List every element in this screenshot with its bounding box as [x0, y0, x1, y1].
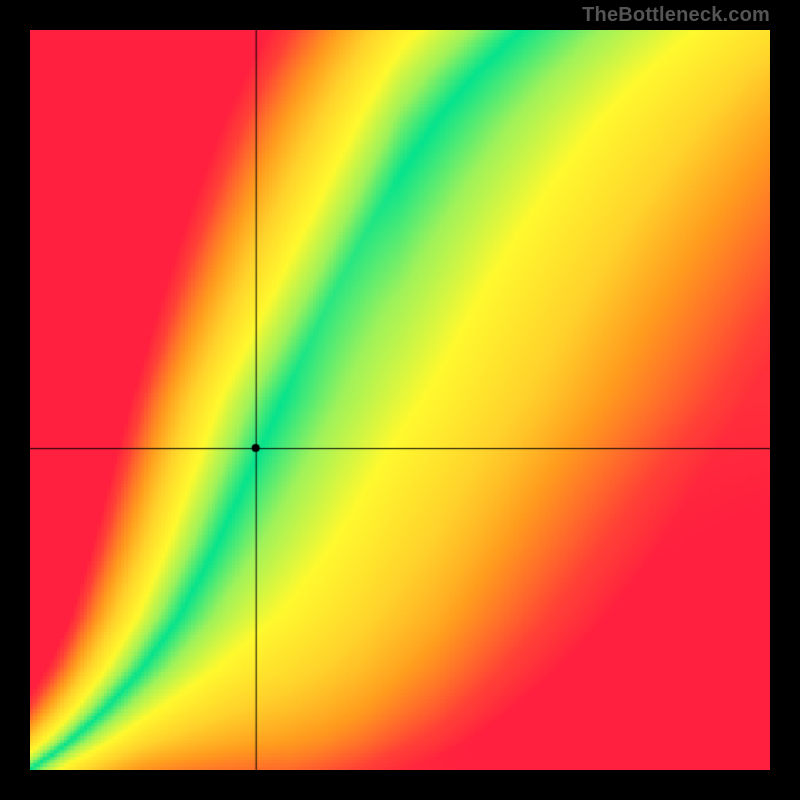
- watermark-text: TheBottleneck.com: [582, 4, 770, 27]
- heatmap-canvas: [30, 30, 770, 770]
